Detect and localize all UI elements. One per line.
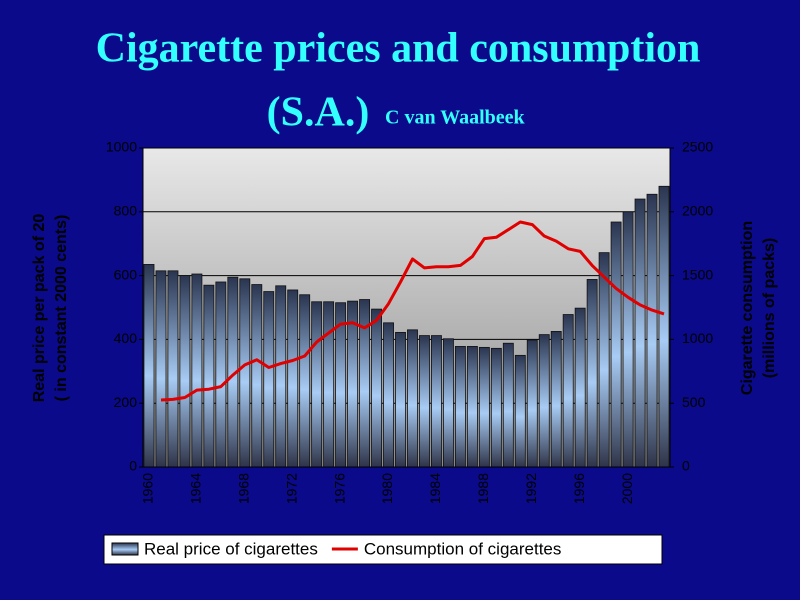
chart-title-line2: (S.A.) [267, 90, 370, 136]
bar [179, 275, 191, 468]
bar [550, 331, 562, 468]
bar [419, 335, 430, 468]
x-tick-label: 1984 [427, 473, 443, 504]
x-tick-label: 1972 [283, 473, 299, 504]
y-axis-label: Real price per pack of 20 [31, 214, 48, 403]
y-tick-label: 200 [114, 394, 138, 410]
bar [143, 264, 155, 468]
bar [239, 278, 251, 468]
bar [634, 198, 646, 468]
x-tick-label: 1980 [379, 473, 395, 504]
y-tick-label: 800 [114, 203, 138, 219]
y-tick-label: 0 [129, 458, 137, 474]
bar [490, 347, 502, 468]
bar [442, 338, 454, 468]
bar [658, 185, 670, 468]
x-tick-label: 1960 [140, 473, 156, 504]
legend-label: Real price of cigarettes [144, 539, 318, 558]
line [160, 220, 665, 402]
bar [514, 354, 526, 468]
chart-subtitle: C van Waalbeek [385, 107, 526, 129]
bar [299, 294, 311, 468]
bar [215, 281, 227, 468]
bar [526, 339, 538, 468]
y-tick-label: 1000 [106, 139, 137, 155]
bar [466, 346, 478, 468]
bar [275, 285, 287, 468]
y2-axis-label: Cigarette consumption [739, 221, 756, 395]
y-tick-label: 400 [114, 330, 138, 346]
bar [263, 291, 275, 468]
x-tick-label: 1996 [571, 473, 587, 504]
x-tick-label: 1968 [236, 473, 252, 504]
legend-label: Consumption of cigarettes [364, 539, 562, 558]
x-tick-label: 1992 [523, 473, 539, 504]
plot-border [142, 147, 671, 468]
bar [371, 308, 382, 468]
bar [562, 314, 574, 468]
y2-tick-label: 500 [682, 394, 706, 410]
chart-title: Cigarette prices and consumption [96, 26, 701, 72]
bar [347, 300, 359, 468]
chart: 0 200 400 600 800 1000 0 500 1000 1500 2000 2500 196… [106, 139, 714, 559]
bar [538, 334, 550, 468]
bar [251, 284, 263, 468]
y2-tick-label: 2000 [682, 203, 713, 219]
bar [155, 270, 167, 468]
legend-swatch [111, 542, 139, 556]
bar [622, 211, 634, 468]
x-tick-label: 1964 [188, 473, 204, 504]
bar [431, 335, 442, 468]
y-tick-label: 600 [114, 266, 138, 282]
bar [395, 331, 406, 468]
bar [646, 193, 658, 468]
y2-tick-label: 0 [682, 458, 690, 474]
bar [454, 346, 466, 468]
x-tick-label: 1988 [475, 473, 491, 504]
bar [323, 301, 335, 468]
y2-tick-label: 2500 [682, 139, 713, 155]
bar [574, 307, 586, 468]
bar [287, 289, 299, 468]
bar [407, 329, 418, 468]
bar [167, 270, 179, 468]
legend [103, 534, 663, 565]
x-tick-label: 2000 [619, 473, 635, 504]
bar [191, 273, 203, 468]
bar [383, 322, 394, 468]
y-axis-label: ( in constant 2000 cents) [53, 215, 70, 402]
bar [203, 284, 215, 468]
bar [586, 279, 598, 468]
bar [610, 221, 622, 468]
y2-tick-label: 1000 [682, 330, 713, 346]
bar [478, 346, 490, 468]
bar [502, 342, 514, 468]
x-tick-label: 1976 [331, 473, 347, 504]
y2-axis-label: (millions of packs) [761, 238, 778, 378]
bar [311, 301, 323, 468]
bar [598, 252, 610, 468]
y2-tick-label: 1500 [682, 266, 713, 282]
